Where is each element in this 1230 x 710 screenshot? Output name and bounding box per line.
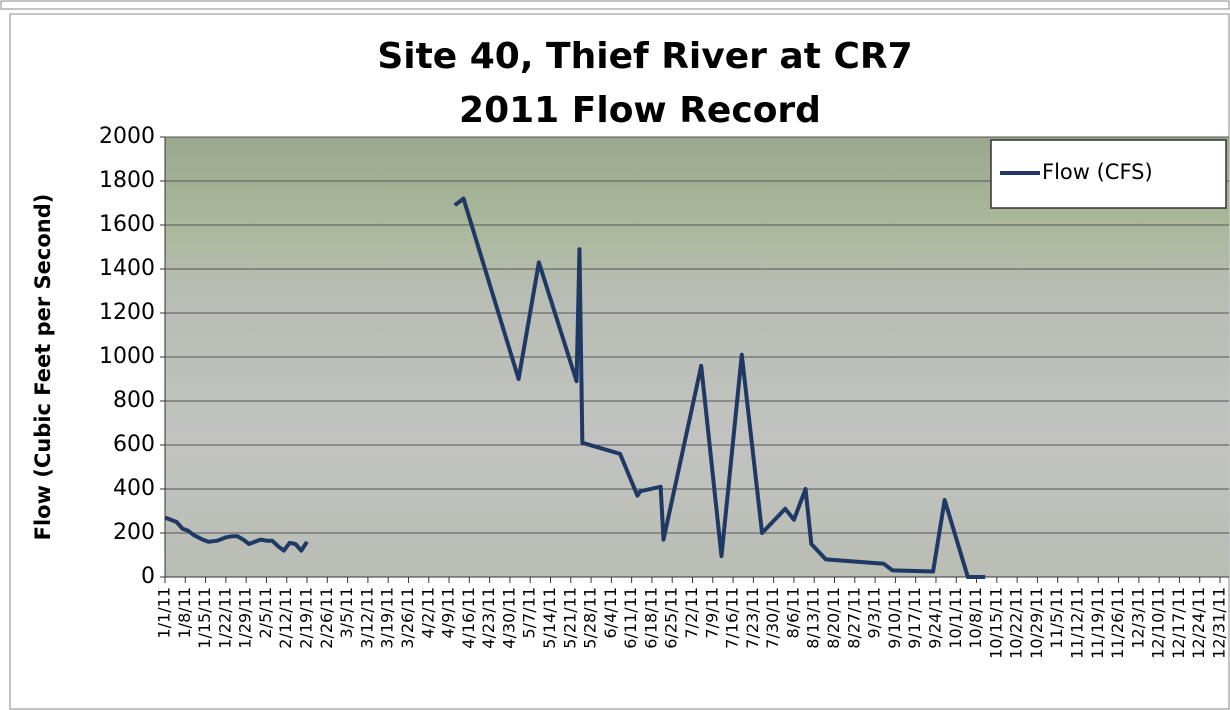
y-tick-label: 800 [113,388,155,413]
x-tick-label: 1/1/11 [155,587,174,639]
x-tick-label: 2/19/11 [297,587,316,649]
x-tick-label: 12/10/11 [1149,587,1168,659]
chart-title: Site 40, Thief River at CR7 [377,36,912,77]
x-tick-label: 7/16/11 [723,587,742,649]
x-tick-label: 1/29/11 [236,587,255,649]
x-tick-label: 3/19/11 [378,587,397,649]
x-tick-label: 4/23/11 [479,587,498,649]
y-tick-label: 200 [113,520,155,545]
x-tick-label: 7/23/11 [743,587,762,649]
y-tick-label: 2000 [99,124,155,149]
x-tick-label: 9/10/11 [885,587,904,649]
x-tick-label: 9/24/11 [925,587,944,649]
x-tick-label: 5/28/11 [581,587,600,649]
y-tick-label: 1600 [99,212,155,237]
x-tick-label: 10/8/11 [966,587,985,649]
x-tick-label: 5/21/11 [560,587,579,649]
x-tick-label: 12/3/11 [1128,587,1147,649]
y-tick-label: 600 [113,432,155,457]
x-tick-label: 6/4/11 [601,587,620,639]
y-tick-label: 400 [113,476,155,501]
x-tick-label: 12/31/11 [1210,587,1229,659]
x-tick-label: 4/9/11 [439,587,458,639]
chart-subtitle: 2011 Flow Record [459,90,821,131]
x-tick-label: 6/25/11 [662,587,681,649]
x-tick-label: 8/20/11 [824,587,843,649]
x-tick-label: 11/5/11 [1047,587,1066,649]
x-tick-label: 2/26/11 [317,587,336,649]
x-tick-label: 11/12/11 [1067,587,1086,659]
chart: Site 40, Thief River at CR7 2011 Flow Re… [0,0,1230,710]
x-tick-label: 4/30/11 [499,587,518,649]
x-tick-label: 8/13/11 [804,587,823,649]
x-tick-label: 9/3/11 [865,587,884,639]
x-tick-label: 11/26/11 [1108,587,1127,659]
x-tick-label: 7/9/11 [702,587,721,639]
x-tick-label: 3/26/11 [398,587,417,649]
x-tick-label: 8/27/11 [844,587,863,649]
x-tick-label: 4/2/11 [418,587,437,639]
x-tick-label: 12/24/11 [1189,587,1208,659]
x-tick-label: 6/11/11 [621,587,640,649]
top-strip [1,1,1229,9]
x-tick-label: 10/1/11 [946,587,965,649]
legend-label: Flow (CFS) [1042,160,1153,184]
x-tick-label: 3/12/11 [357,587,376,649]
y-tick-label: 1200 [99,300,155,325]
x-tick-label: 8/6/11 [783,587,802,639]
x-tick-label: 1/15/11 [195,587,214,649]
y-tick-label: 1000 [99,344,155,369]
x-tick-label: 1/8/11 [175,587,194,639]
x-tick-label: 5/14/11 [540,587,559,649]
x-tick-label: 9/17/11 [905,587,924,649]
x-tick-label: 2/12/11 [276,587,295,649]
y-axis-label: Flow (Cubic Feet per Second) [31,194,55,541]
y-tick-label: 0 [141,564,155,589]
x-tick-label: 10/29/11 [1027,587,1046,659]
x-tick-label: 4/16/11 [459,587,478,649]
x-tick-label: 10/22/11 [1007,587,1026,659]
x-tick-label: 1/22/11 [215,587,234,649]
x-tick-label: 3/5/11 [337,587,356,639]
x-tick-label: 7/30/11 [763,587,782,649]
y-tick-label: 1400 [99,256,155,281]
x-tick-label: 10/15/11 [986,587,1005,659]
x-tick-label: 11/19/11 [1088,587,1107,659]
x-tick-label: 6/18/11 [641,587,660,649]
x-tick-label: 2/5/11 [256,587,275,639]
y-tick-label: 1800 [99,168,155,193]
x-tick-label: 5/7/11 [520,587,539,639]
x-tick-label: 12/17/11 [1169,587,1188,659]
x-tick-label: 7/2/11 [682,587,701,639]
